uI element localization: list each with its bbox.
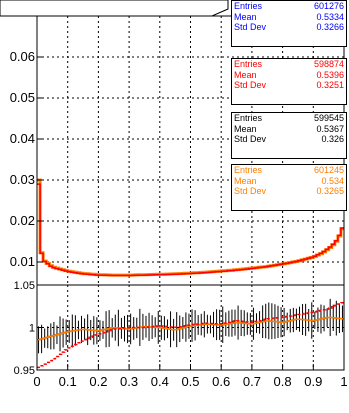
bottom-y-tick-label: 0.95 — [14, 365, 35, 377]
stat-row-entries: Entries 601276 — [234, 1, 344, 12]
stat-row-std-dev: Std Dev 0.3251 — [234, 80, 344, 91]
bottom-x-tick-label: 0.4 — [151, 374, 169, 389]
stat-label: Mean — [234, 69, 257, 80]
stat-row-mean: Mean 0.5367 — [234, 124, 344, 135]
bottom-x-tick-label: 0.1 — [59, 374, 77, 389]
bottom-series-line — [37, 301, 344, 369]
stat-value: 599545 — [313, 113, 344, 123]
stat-row-std-dev: Std Dev 0.3266 — [234, 22, 344, 33]
stat-value: 0.326 — [321, 134, 344, 144]
stat-row-std-dev: Std Dev 0.3265 — [234, 186, 344, 197]
stat-box-red: Entries 598874 Mean 0.5396 Std Dev 0.3251 — [231, 58, 347, 105]
bottom-x-tick-label: 0.7 — [243, 374, 261, 389]
stat-label: Entries — [234, 1, 263, 11]
top-y-tick-label: 0.06 — [10, 49, 35, 64]
stat-row-mean: Mean 0.5334 — [234, 12, 344, 23]
stat-label: Std Dev — [234, 186, 267, 196]
stat-label: Mean — [234, 123, 257, 134]
stat-row-std-dev: Std Dev 0.326 — [234, 134, 344, 145]
stat-label: Entries — [234, 113, 263, 123]
bottom-y-tick-label: 1 — [29, 323, 35, 335]
top-y-tick-label: 0.04 — [10, 131, 35, 146]
stat-row-mean: Mean 0.534 — [234, 176, 344, 187]
stat-label: Std Dev — [234, 134, 267, 144]
stat-row-entries: Entries 599545 — [234, 113, 344, 124]
bottom-x-tick-label: 0.6 — [212, 374, 230, 389]
bottom-x-tick-label: 0.8 — [274, 374, 292, 389]
stat-value: 0.3251 — [316, 80, 344, 90]
stat-label: Mean — [234, 11, 257, 22]
stat-label: Std Dev — [234, 80, 267, 90]
stat-value: 601245 — [313, 165, 344, 175]
bottom-x-tick-label: 1 — [340, 374, 347, 389]
stat-row-entries: Entries 598874 — [234, 59, 344, 70]
stat-label: Entries — [234, 59, 263, 69]
stat-value: 598874 — [313, 59, 344, 69]
stat-value: 601276 — [313, 1, 344, 11]
top-y-tick-label: 0.02 — [10, 213, 35, 228]
stat-value: 0.5396 — [316, 69, 344, 80]
stat-value: 0.5334 — [316, 11, 344, 22]
bottom-y-tick-label: 1.05 — [14, 280, 35, 292]
stat-box-orange: Entries 601245 Mean 0.534 Std Dev 0.3265 — [231, 164, 347, 211]
stat-value: 0.5367 — [316, 123, 344, 134]
bottom-x-tick-label: 0.2 — [89, 374, 107, 389]
top-y-tick-label: 0.01 — [10, 254, 35, 269]
bottom-x-tick-label: 0 — [33, 374, 40, 389]
top-series-line — [37, 183, 344, 277]
top-y-tick-label: 0.03 — [10, 172, 35, 187]
bottom-panel: 0.95 1 1.05 0 0.1 0.2 0.3 0.4 0.5 0.6 0.7 0.8 0.9 1 — [14, 280, 348, 389]
stat-label: Mean — [234, 175, 257, 186]
top-y-tick-label: 0.05 — [10, 90, 35, 105]
bottom-x-tick-label: 0.9 — [304, 374, 322, 389]
bottom-x-tick-label: 0.3 — [120, 374, 138, 389]
stat-value: 0.3266 — [316, 22, 344, 32]
stat-box-black: Entries 599545 Mean 0.5367 Std Dev 0.326 — [231, 112, 347, 159]
bottom-series-line — [37, 316, 344, 341]
bottom-x-tick-label: 0.5 — [181, 374, 199, 389]
stat-value: 0.534 — [321, 175, 344, 186]
stat-label: Entries — [234, 165, 263, 175]
stat-label: Std Dev — [234, 22, 267, 32]
stat-row-mean: Mean 0.5396 — [234, 70, 344, 81]
stat-value: 0.3265 — [316, 186, 344, 196]
title-tab — [0, 0, 229, 17]
stat-box-blue: Entries 601276 Mean 0.5334 Std Dev 0.3266 — [231, 0, 347, 47]
stat-row-entries: Entries 601245 — [234, 165, 344, 176]
